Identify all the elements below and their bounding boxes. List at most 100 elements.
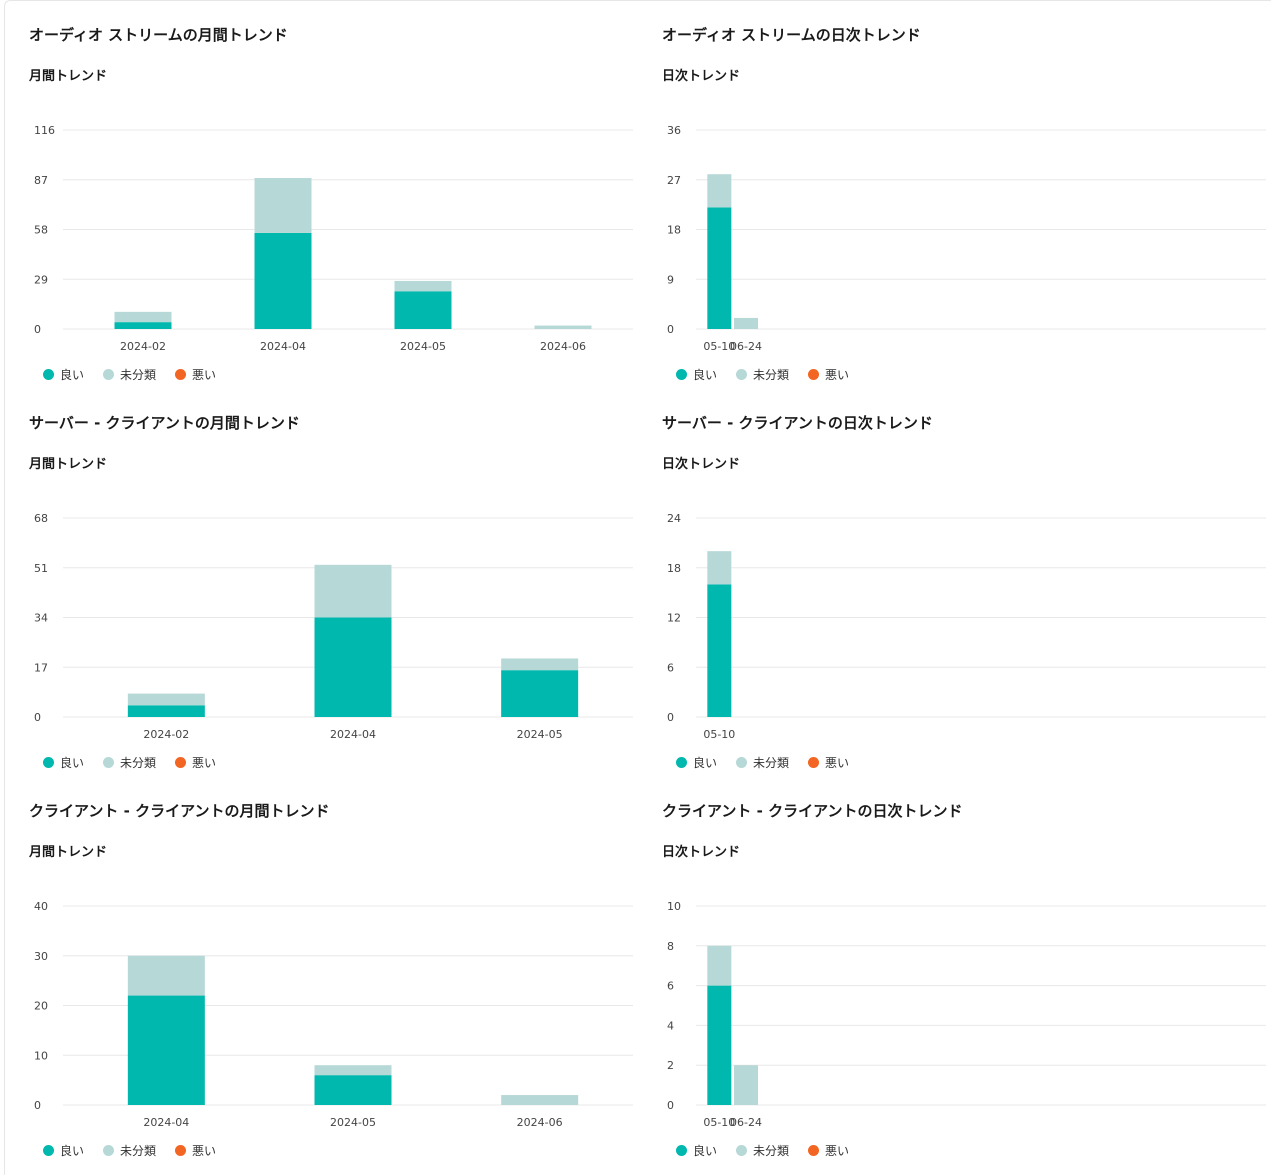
legend-item-good[interactable]: 良い [676,1142,717,1159]
legend-item-bad[interactable]: 悪い [808,754,849,771]
legend-item-uncategorized[interactable]: 未分類 [103,366,156,383]
panel-server-client-daily: サーバー - クライアントの日次トレンド 日次トレンド 0 6 12 18 24 05-1… [662,388,1271,771]
bar-segment [734,317,758,329]
legend-item-good[interactable]: 良い [676,754,717,771]
bar-segment [501,658,579,671]
bar-segment [394,280,452,292]
legend-item-bad[interactable]: 悪い [175,366,216,383]
y-tick-label: 30 [34,950,48,963]
legend-label: 悪い [825,368,850,382]
y-tick-label: 10 [667,900,681,913]
y-tick-label: 9 [667,273,674,286]
y-tick-label: 51 [34,562,48,575]
bar-segment [707,584,732,717]
panel-title: オーディオ ストリームの日次トレンド [662,26,921,44]
uncategorized-dot-icon [103,757,115,768]
x-tick-label: 2024-04 [330,728,376,741]
bar-segment [314,1065,392,1076]
bar-segment [314,1075,392,1105]
legend-item-good[interactable]: 良い [43,1142,84,1159]
legend-label: 良い [60,368,85,382]
y-tick-label: 58 [34,224,48,237]
y-tick-label: 0 [34,1099,41,1112]
legend-item-bad[interactable]: 悪い [808,1142,849,1159]
panel-subtitle: 月間トレンド [29,457,108,472]
panel-audio-monthly: オーディオ ストリームの月間トレンド 月間トレンド 0 29 58 87 116 2024… [29,0,649,383]
y-tick-label: 18 [667,224,681,237]
legend-item-uncategorized[interactable]: 未分類 [736,366,789,383]
panel-client-client-monthly: クライアント - クライアントの月間トレンド 月間トレンド 0 10 20 30 40 2… [29,776,649,1159]
y-tick-label: 0 [667,323,674,336]
legend-item-bad[interactable]: 悪い [175,1142,216,1159]
y-tick-label: 116 [34,124,55,137]
legend-item-uncategorized[interactable]: 未分類 [736,754,789,771]
uncategorized-dot-icon [736,1145,748,1156]
bar-chart: 0 29 58 87 116 2024-02 2024-04 2024-05 2024-06 [34,124,633,353]
legend-item-uncategorized[interactable]: 未分類 [103,1142,156,1159]
dashboard-frame [4,0,1271,1175]
y-tick-label: 36 [667,124,681,137]
panel-subtitle: 日次トレンド [662,457,741,472]
legend-label: 良い [693,1144,718,1158]
bar-segment [394,291,452,329]
panel-audio-daily: オーディオ ストリームの日次トレンド 日次トレンド 0 9 18 27 36 05-10 0… [662,0,1271,383]
bad-dot-icon [808,757,820,768]
legend-item-uncategorized[interactable]: 未分類 [103,754,156,771]
chart-legend: 良い 未分類 悪い [43,1142,216,1159]
x-tick-label: 2024-05 [517,728,563,741]
legend-label: 未分類 [120,368,157,382]
x-tick-label: 2024-02 [120,340,166,353]
legend-label: 未分類 [120,1144,157,1158]
good-dot-icon [43,1145,54,1156]
chart-legend: 良い 未分類 悪い [43,754,216,771]
bad-dot-icon [808,369,820,380]
bar-segment [314,617,392,717]
bar-segment [254,178,312,233]
x-tick-label: 06-24 [730,1116,762,1129]
bar-segment [734,1065,758,1105]
bar-segment [707,174,732,208]
bar-segment [127,955,205,996]
bar-segment [114,311,172,323]
y-tick-label: 0 [667,1099,674,1112]
legend-label: 良い [693,756,718,770]
chart-legend: 良い 未分類 悪い [676,1142,849,1159]
legend-item-uncategorized[interactable]: 未分類 [736,1142,789,1159]
bar-segment [127,693,205,706]
panel-title: クライアント - クライアントの日次トレンド [662,802,963,820]
legend-label: 未分類 [753,1144,790,1158]
legend-item-bad[interactable]: 悪い [175,754,216,771]
x-tick-label: 2024-06 [517,1116,563,1129]
legend-label: 悪い [825,756,850,770]
good-dot-icon [676,757,687,768]
legend-item-good[interactable]: 良い [43,366,84,383]
y-tick-label: 2 [667,1059,674,1072]
bar-segment [707,985,732,1105]
panel-title: サーバー - クライアントの月間トレンド [29,414,300,432]
bar-segment [707,551,732,585]
legend-item-good[interactable]: 良い [43,754,84,771]
panel-title: オーディオ ストリームの月間トレンド [29,26,288,44]
good-dot-icon [676,369,687,380]
y-tick-label: 17 [34,661,48,674]
y-tick-label: 68 [34,512,48,525]
chart-legend: 良い 未分類 悪い [676,754,849,771]
legend-label: 未分類 [753,756,790,770]
y-tick-label: 34 [34,612,48,625]
legend-label: 未分類 [120,756,157,770]
bar-segment [707,207,732,329]
bad-dot-icon [808,1145,820,1156]
x-tick-label: 2024-04 [143,1116,189,1129]
y-tick-label: 40 [34,900,48,913]
legend-item-good[interactable]: 良い [676,366,717,383]
uncategorized-dot-icon [736,369,748,380]
legend-item-bad[interactable]: 悪い [808,366,849,383]
x-tick-label: 05-10 [703,340,735,353]
panel-subtitle: 日次トレンド [662,69,741,84]
panel-subtitle: 月間トレンド [29,69,108,84]
panel-subtitle: 日次トレンド [662,845,741,860]
panel-client-client-daily: クライアント - クライアントの日次トレンド 日次トレンド 0 2 4 6 8 10 05-… [662,776,1271,1159]
uncategorized-dot-icon [103,1145,115,1156]
uncategorized-dot-icon [103,369,115,380]
